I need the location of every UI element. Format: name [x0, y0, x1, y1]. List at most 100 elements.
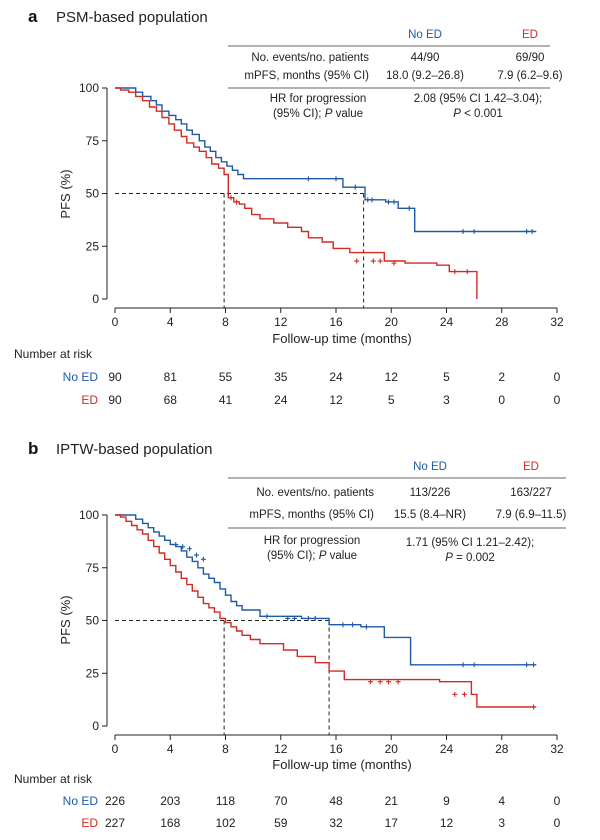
x-tick-label: 20 [385, 315, 399, 329]
x-tick-label: 8 [222, 315, 229, 329]
risk-row-label-ed: ED [81, 816, 98, 830]
panel-letter: b [28, 439, 38, 458]
km-curve-ed [115, 87, 478, 299]
hr-label-line1: HR for progression [264, 535, 361, 547]
risk-value: 5 [388, 393, 395, 407]
y-tick-label: 25 [86, 666, 100, 680]
table-cell: 7.9 (6.2–9.6) [497, 70, 562, 82]
risk-value: 24 [329, 370, 343, 384]
risk-table: Number at risk No ED ED 226 203 118 70 48 21 9… [14, 772, 561, 830]
y-tick-label: 0 [92, 292, 99, 306]
plot-area: 0 25 50 75 100 0 4 8 12 16 20 24 28 32 [79, 508, 564, 756]
risk-value: 41 [219, 393, 233, 407]
summary-table: No ED ED No. events/no. patients 44/90 6… [228, 29, 563, 120]
table-header-ed: ED [523, 461, 539, 473]
hr-label-line2: (95% CI); P value [273, 108, 363, 120]
censor-mark [368, 679, 374, 685]
risk-value: 35 [274, 370, 288, 384]
censor-mark [354, 258, 360, 264]
risk-table-heading: Number at risk [14, 347, 93, 361]
x-tick-label: 24 [440, 742, 454, 756]
censor-mark [187, 546, 193, 552]
risk-value: 3 [498, 816, 505, 830]
censor-mark [385, 199, 391, 205]
risk-table-heading: Number at risk [14, 772, 93, 786]
censor-mark [471, 662, 477, 668]
censor-mark [370, 258, 376, 264]
risk-value: 81 [164, 370, 178, 384]
table-cell: 7.9 (6.9–11.5) [496, 509, 567, 521]
y-tick-label: 75 [86, 561, 100, 575]
censor-mark [385, 679, 391, 685]
risk-value: 48 [329, 794, 343, 808]
censor-mark [352, 184, 358, 190]
risk-value: 226 [105, 794, 125, 808]
x-tick-label: 24 [440, 315, 454, 329]
x-tick-label: 28 [495, 742, 509, 756]
risk-value: 12 [329, 393, 343, 407]
risk-value: 17 [385, 816, 399, 830]
censor-mark [350, 622, 356, 628]
risk-value: 12 [385, 370, 399, 384]
table-header-no-ed: No ED [413, 461, 447, 473]
hr-value-line1: 2.08 (95% CI 1.42–3.04); [414, 93, 543, 105]
table-header-ed: ED [522, 29, 538, 41]
risk-value: 59 [274, 816, 288, 830]
x-tick-label: 12 [274, 742, 288, 756]
table-row-label: mPFS, months (95% CI) [249, 509, 374, 521]
risk-value: 21 [385, 794, 399, 808]
censor-mark [234, 199, 240, 205]
risk-values: 90 81 55 35 24 12 5 2 0 90 68 41 24 12 5 3 0 0 [108, 370, 560, 407]
censor-mark [200, 556, 206, 562]
risk-value: 168 [160, 816, 180, 830]
censor-mark [452, 269, 458, 275]
risk-value: 12 [440, 816, 454, 830]
risk-value: 0 [554, 816, 561, 830]
x-tick-label: 4 [167, 742, 174, 756]
censor-mark [285, 615, 291, 621]
censor-mark [460, 228, 466, 234]
x-tick-label: 28 [495, 315, 509, 329]
y-tick-label: 100 [79, 81, 99, 95]
risk-value: 0 [498, 393, 505, 407]
risk-value: 90 [108, 370, 122, 384]
x-tick-label: 8 [222, 742, 229, 756]
censor-mark [377, 679, 383, 685]
censor-mark [369, 197, 375, 203]
y-tick-label: 100 [79, 508, 99, 522]
censor-mark [529, 228, 535, 234]
censor-mark [305, 615, 311, 621]
risk-row-label-ed: ED [81, 393, 98, 407]
censor-mark [228, 195, 234, 201]
x-axis-label: Follow-up time (months) [272, 331, 411, 346]
censor-mark [524, 228, 530, 234]
censor-mark [180, 544, 186, 550]
censor-mark [471, 228, 477, 234]
plot-area: 0 25 50 75 100 0 4 8 12 16 20 24 28 32 [79, 81, 564, 329]
risk-value: 32 [329, 816, 343, 830]
km-curve-ed [115, 514, 537, 708]
censor-mark [395, 679, 401, 685]
risk-value: 2 [498, 370, 505, 384]
x-axis-label: Follow-up time (months) [272, 757, 411, 772]
risk-row-label-no-ed: No ED [63, 370, 99, 384]
y-tick-label: 50 [86, 187, 100, 201]
risk-value: 0 [554, 393, 561, 407]
x-tick-label: 4 [167, 315, 174, 329]
risk-value: 55 [219, 370, 233, 384]
hr-value-line2: P < 0.001 [453, 108, 503, 120]
panel-a: a PSM-based population No ED ED No. even… [14, 7, 564, 407]
censor-mark [340, 622, 346, 628]
hr-label-line2: (95% CI); P value [267, 550, 357, 562]
y-axis-label: PFS (%) [58, 169, 73, 218]
censor-mark [312, 615, 318, 621]
table-cell: 18.0 (9.2–26.8) [386, 70, 464, 82]
censor-mark [305, 176, 311, 182]
risk-value: 9 [443, 794, 450, 808]
table-cell: 69/90 [516, 52, 545, 64]
x-tick-label: 0 [112, 315, 119, 329]
censor-mark [363, 624, 369, 630]
summary-table: No ED ED No. events/no. patients 113/226… [228, 461, 567, 564]
risk-value: 90 [108, 393, 122, 407]
